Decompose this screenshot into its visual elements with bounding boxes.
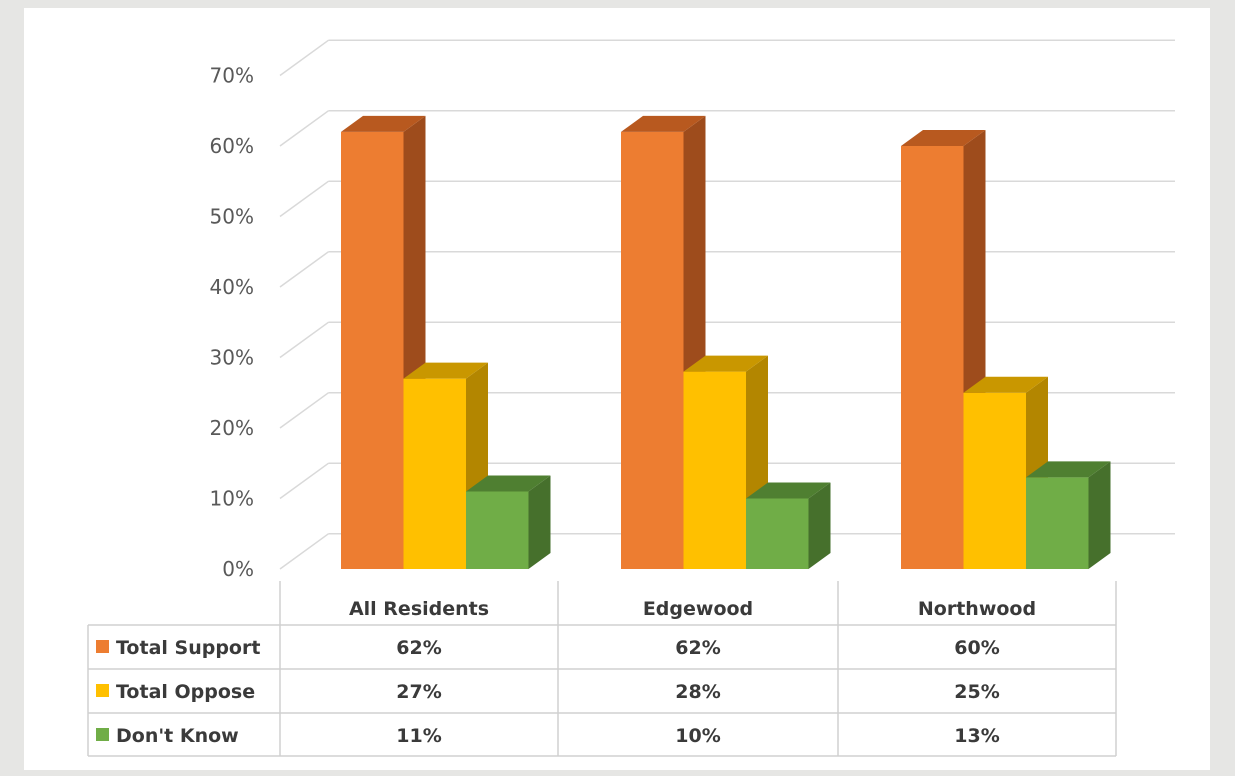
bar-top xyxy=(746,482,831,499)
bar-top xyxy=(466,475,551,492)
data-label: 13% xyxy=(954,725,999,747)
legend-swatch xyxy=(96,640,109,653)
data-label: 28% xyxy=(675,681,720,703)
bar xyxy=(746,498,809,569)
series-label: Don't Know xyxy=(116,725,239,747)
gridline-depth xyxy=(279,321,329,359)
bar xyxy=(901,146,964,569)
bar xyxy=(963,392,1026,569)
bar-top xyxy=(341,115,426,132)
gridline-depth xyxy=(279,110,329,147)
y-tick-label: 10% xyxy=(210,487,254,511)
bar-top xyxy=(1026,461,1111,478)
bar-side xyxy=(528,475,551,569)
bar-side xyxy=(808,482,831,569)
bar-top xyxy=(963,376,1048,393)
category-label: Edgewood xyxy=(643,598,753,620)
bar xyxy=(1026,477,1089,569)
bar-top xyxy=(683,355,768,372)
y-tick-label: 60% xyxy=(210,134,254,158)
chart-panel: 0% 10% 20% 30% 40% 50% 60% 70% All Residents Edge… xyxy=(24,8,1210,770)
gridline-depth xyxy=(279,462,329,500)
y-tick-label: 40% xyxy=(210,275,254,299)
y-tick-label: 0% xyxy=(222,557,254,581)
bar-top xyxy=(403,362,488,379)
y-tick-label: 30% xyxy=(210,346,254,370)
bar xyxy=(683,371,746,569)
legend-swatch xyxy=(96,728,109,741)
data-label: 25% xyxy=(954,681,999,703)
series-label: Total Oppose xyxy=(116,681,255,703)
bar-top xyxy=(901,130,986,146)
y-tick-label: 70% xyxy=(210,64,254,88)
bar xyxy=(621,131,684,569)
category-label: All Residents xyxy=(349,598,489,620)
data-label: 62% xyxy=(675,637,720,659)
bar xyxy=(466,491,529,569)
data-label: 27% xyxy=(396,681,441,703)
y-tick-label: 20% xyxy=(210,416,254,440)
bar-side xyxy=(1088,461,1111,569)
data-label: 62% xyxy=(396,637,441,659)
bar xyxy=(341,131,404,569)
bar-top xyxy=(621,115,706,132)
category-label: Northwood xyxy=(918,598,1036,620)
data-label: 60% xyxy=(954,637,999,659)
gridline-depth xyxy=(279,180,329,218)
gridline-depth xyxy=(279,533,329,570)
legend-swatch xyxy=(96,684,109,697)
chart-svg: 0% 10% 20% 30% 40% 50% 60% 70% All Residents Edge… xyxy=(87,39,1175,757)
series-label: Total Support xyxy=(116,637,260,659)
data-label: 10% xyxy=(675,725,720,747)
gridline-depth xyxy=(279,39,329,77)
bar xyxy=(403,378,466,569)
y-tick-label: 50% xyxy=(210,205,254,229)
gridline-depth xyxy=(279,251,329,288)
gridline-depth xyxy=(279,392,329,429)
data-label: 11% xyxy=(396,725,441,747)
